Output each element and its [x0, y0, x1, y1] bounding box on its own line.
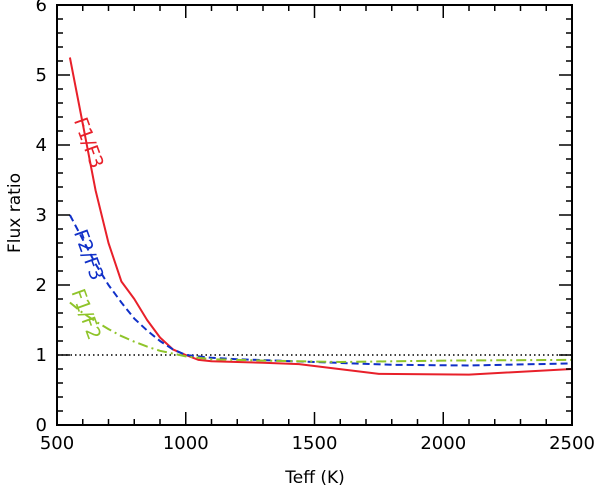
x-tick-label: 500	[40, 433, 74, 454]
x-tick-label: 1500	[292, 433, 338, 454]
y-tick-label: 3	[36, 205, 47, 226]
series-line-f1-f2	[69, 301, 573, 363]
y-axis-title: Flux ratio	[5, 173, 25, 253]
y-tick-label: 0	[36, 415, 47, 436]
y-tick-label: 2	[36, 275, 47, 296]
y-tick-label: 5	[36, 65, 47, 86]
x-tick-label: 2500	[549, 433, 595, 454]
x-tick-label: 1000	[163, 433, 209, 454]
y-tick-label: 1	[36, 345, 47, 366]
y-tick-label: 6	[36, 0, 47, 16]
x-tick-label: 2000	[420, 433, 466, 454]
y-tick-label: 4	[36, 135, 47, 156]
x-axis-title: Teff (K)	[284, 468, 344, 488]
series-line-f2-f3	[69, 214, 573, 367]
